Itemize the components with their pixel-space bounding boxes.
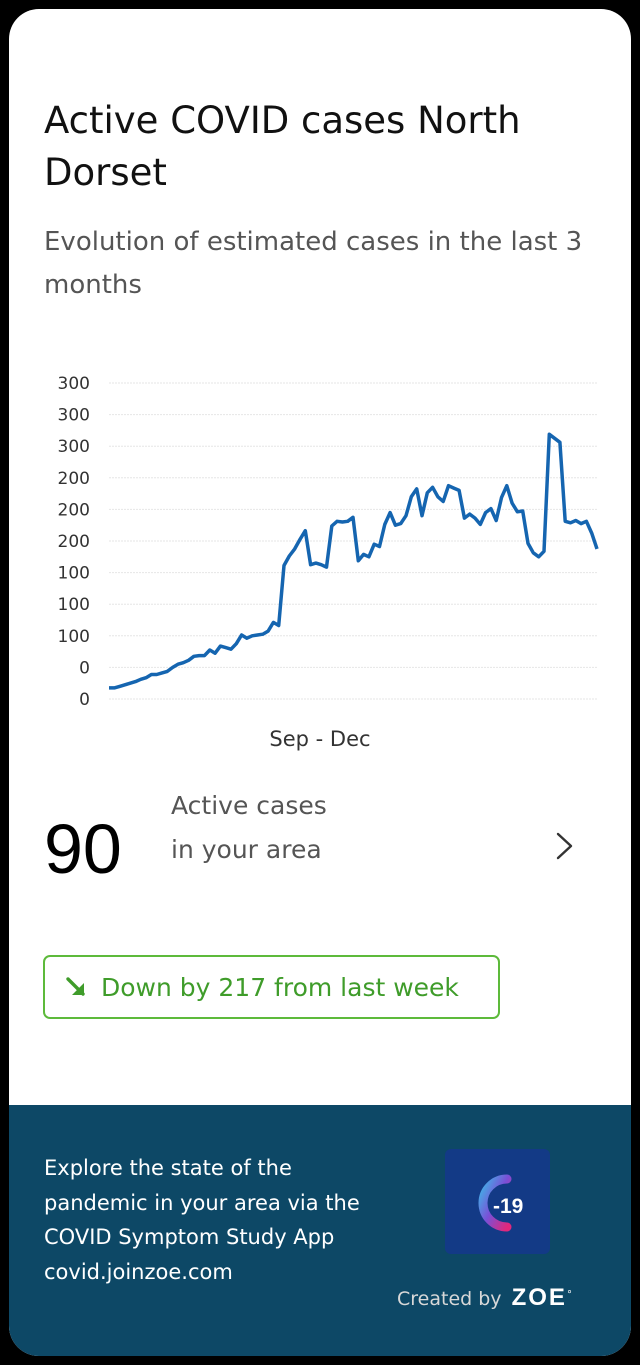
y-tick-label: 100 (58, 627, 90, 647)
page-subtitle: Evolution of estimated cases in the last… (44, 227, 583, 300)
page-title: Active COVID cases North Dorset (44, 99, 521, 194)
covid-19-app-icon[interactable]: -19 (445, 1149, 550, 1254)
y-tick-label: 0 (79, 658, 90, 678)
y-tick-label: 300 (58, 374, 90, 394)
trend-badge: Down by 217 from last week (43, 955, 500, 1019)
y-tick-label: 200 (58, 532, 90, 552)
zoe-logo: ZOE (511, 1284, 567, 1311)
covid-card: Active COVID cases North Dorset Evolutio… (9, 9, 631, 1356)
arrow-down-right-icon (66, 977, 85, 996)
x-axis-label: Sep - Dec (269, 727, 371, 751)
y-tick-label: 300 (58, 406, 90, 426)
y-tick-label: 200 (58, 469, 90, 489)
series-line (109, 432, 599, 690)
y-tick-label: 300 (58, 437, 90, 457)
footer-text: Explore the state of the pandemic in you… (44, 1156, 360, 1284)
active-cases-count: 90 (44, 810, 122, 888)
created-by-label: Created by (397, 1288, 502, 1310)
chevron-right-icon[interactable] (549, 831, 579, 861)
y-tick-label: 200 (58, 500, 90, 520)
footer-banner: Explore the state of the pandemic in you… (9, 1105, 631, 1356)
chart-svg: 0 0 100 100 100 200 200 200 300 300 300 (58, 374, 599, 710)
cases-chart: 0 0 100 100 100 200 200 200 300 300 300 (9, 369, 631, 769)
app-logo-graphic: -19 (478, 1174, 523, 1232)
app-logo-text: -19 (493, 1195, 523, 1218)
active-cases-label: Active cases in your area (171, 791, 327, 864)
zoe-logo-mark: ° (566, 1289, 572, 1301)
created-by: Created by ZOE° (397, 1284, 572, 1312)
y-tick-label: 0 (79, 690, 90, 710)
y-tick-label: 100 (58, 564, 90, 584)
trend-text: Down by 217 from last week (101, 972, 459, 1002)
y-tick-label: 100 (58, 595, 90, 615)
